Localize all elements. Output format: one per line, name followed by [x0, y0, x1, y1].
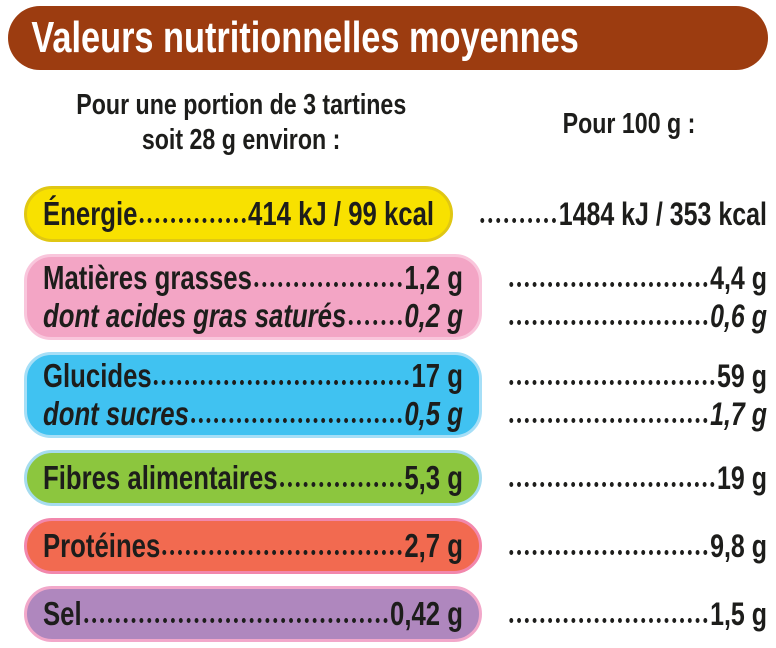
pill-glucides: Glucides 17 g dont sucres 0,5 g: [24, 352, 482, 438]
row-matieres-grasses: Matières grasses 1,2 g dont acides gras …: [0, 254, 776, 340]
portion-value: 0,42 g: [390, 595, 463, 632]
dot-leader: [139, 218, 246, 223]
pill-line: Énergie 414 kJ / 99 kcal: [43, 195, 434, 233]
per100-value: 9,8 g: [710, 528, 767, 564]
row-glucides: Glucides 17 g dont sucres 0,5 g 59 g 1: [0, 352, 776, 438]
dot-leader: [83, 618, 388, 623]
pill-sel: Sel 0,42 g: [24, 586, 482, 642]
dot-leader: [509, 618, 708, 623]
portion-value: 0,2 g: [404, 297, 463, 334]
per100-value: 1484 kJ / 353 kcal: [558, 196, 767, 232]
nutrient-label: Énergie: [43, 195, 138, 232]
per100-header-label: Pour 100 g :: [562, 107, 696, 140]
dot-leader: [162, 550, 402, 555]
column-headers: Pour une portion de 3 tartines soit 28 g…: [0, 88, 776, 160]
portion-value: 414 kJ / 99 kcal: [248, 195, 435, 232]
portion-column-header: Pour une portion de 3 tartines soit 28 g…: [0, 88, 482, 160]
nutrient-label: Fibres alimentaires: [43, 459, 278, 496]
portion-header-line1: Pour une portion de 3 tartines: [76, 89, 406, 121]
per100-subline: 0,6 g: [507, 297, 767, 335]
nutrient-label: Glucides: [43, 357, 152, 394]
pill-proteines: Protéines 2,7 g: [24, 518, 482, 574]
per100-cell: 59 g 1,7 g: [482, 352, 776, 438]
per100-cell: 19 g: [482, 450, 776, 506]
per100-cell: 1484 kJ / 353 kcal: [453, 186, 776, 242]
per100-line: 1484 kJ / 353 kcal: [478, 195, 767, 233]
sub-nutrient-label: dont sucres: [43, 395, 189, 432]
pill-energie: Énergie 414 kJ / 99 kcal: [24, 186, 454, 242]
dot-leader: [509, 380, 715, 385]
per100-column-header: Pour 100 g :: [482, 88, 776, 160]
per100-value: 59 g: [717, 358, 767, 394]
per100-value: 19 g: [717, 460, 767, 496]
portion-header-line2: soit 28 g environ :: [141, 124, 341, 156]
portion-value: 5,3 g: [404, 459, 463, 496]
pill-matieres-grasses: Matières grasses 1,2 g dont acides gras …: [24, 254, 482, 340]
per100-line: 1,5 g: [507, 595, 767, 633]
per100-line: 4,4 g: [507, 259, 767, 297]
row-fibres: Fibres alimentaires 5,3 g 19 g: [0, 450, 776, 506]
nutrition-rows: Énergie 414 kJ / 99 kcal 1484 kJ / 353 k…: [0, 186, 776, 648]
pill-line: Protéines 2,7 g: [43, 527, 463, 565]
dot-leader: [509, 550, 708, 555]
portion-value: 0,5 g: [404, 395, 463, 432]
per100-cell: 9,8 g: [482, 518, 776, 574]
pill-line: Matières grasses 1,2 g: [43, 259, 463, 297]
per100-value: 1,5 g: [710, 596, 767, 632]
row-sel: Sel 0,42 g 1,5 g: [0, 586, 776, 642]
dot-leader: [348, 320, 402, 325]
per100-value: 1,7 g: [710, 396, 767, 432]
page-title: Valeurs nutritionnelles moyennes: [31, 13, 579, 62]
pill-line: Glucides 17 g: [43, 357, 463, 395]
dot-leader: [509, 482, 715, 487]
per100-cell: 4,4 g 0,6 g: [482, 254, 776, 340]
pill-fibres: Fibres alimentaires 5,3 g: [24, 450, 482, 506]
per100-value: 0,6 g: [710, 298, 767, 334]
dot-leader: [509, 320, 708, 325]
per100-line: 59 g: [507, 357, 767, 395]
portion-value: 17 g: [411, 357, 463, 394]
pill-line: Sel 0,42 g: [43, 595, 463, 633]
per100-line: 9,8 g: [507, 527, 767, 565]
pill-line: Fibres alimentaires 5,3 g: [43, 459, 463, 497]
nutrient-label: Matières grasses: [43, 259, 252, 296]
per100-value: 4,4 g: [710, 260, 767, 296]
dot-leader: [509, 282, 708, 287]
dot-leader: [154, 380, 410, 385]
row-energie: Énergie 414 kJ / 99 kcal 1484 kJ / 353 k…: [0, 186, 776, 242]
dot-leader: [191, 418, 402, 423]
header-bar: Valeurs nutritionnelles moyennes: [8, 6, 768, 70]
nutrient-label: Sel: [43, 595, 82, 632]
sub-nutrient-label: dont acides gras saturés: [43, 297, 347, 334]
pill-subline: dont acides gras saturés 0,2 g: [43, 297, 463, 335]
portion-value: 2,7 g: [404, 527, 463, 564]
dot-leader: [254, 282, 402, 287]
per100-line: 19 g: [507, 459, 767, 497]
dot-leader: [279, 482, 402, 487]
nutrient-label: Protéines: [43, 527, 161, 564]
dot-leader: [480, 218, 557, 223]
per100-subline: 1,7 g: [507, 395, 767, 433]
row-proteines: Protéines 2,7 g 9,8 g: [0, 518, 776, 574]
pill-subline: dont sucres 0,5 g: [43, 395, 463, 433]
dot-leader: [509, 418, 708, 423]
per100-cell: 1,5 g: [482, 586, 776, 642]
portion-value: 1,2 g: [404, 259, 463, 296]
